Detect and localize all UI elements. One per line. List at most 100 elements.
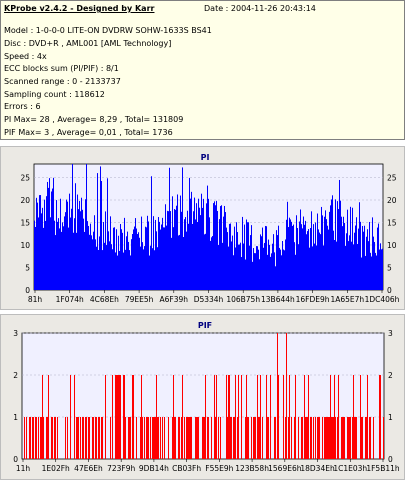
pif-bar xyxy=(237,417,238,459)
pif-bar xyxy=(226,375,227,459)
pif-bar xyxy=(33,417,34,459)
pi-bar xyxy=(251,225,252,290)
pi-bar xyxy=(279,247,280,290)
info-pif-stats: PIF Max= 3 , Average= 0,01 , Total= 1736 xyxy=(4,128,173,137)
pi-bar xyxy=(64,216,65,290)
pi-bar xyxy=(74,218,75,290)
pif-bar xyxy=(24,417,25,459)
pif-bar xyxy=(327,417,328,459)
pi-bar xyxy=(289,217,290,290)
pif-y-tick-label: 1 xyxy=(13,413,18,422)
pi-bar xyxy=(180,195,181,290)
pi-bar xyxy=(133,229,134,290)
pi-bar xyxy=(89,234,90,290)
pi-bar xyxy=(222,242,223,290)
pif-bar xyxy=(29,417,30,459)
pi-bar xyxy=(140,246,141,290)
pif-bar xyxy=(92,417,93,459)
pif-bar xyxy=(338,375,339,459)
pif-bar xyxy=(289,375,290,459)
pi-bar xyxy=(234,226,235,290)
pi-bar xyxy=(82,209,83,290)
pif-bar xyxy=(259,417,260,459)
pif-bar xyxy=(174,417,175,459)
pi-bar xyxy=(320,234,321,290)
pi-bar xyxy=(205,233,206,290)
pi-bar xyxy=(348,241,349,290)
pi-bar xyxy=(99,236,100,290)
pif-bar xyxy=(155,417,156,459)
pif-bar xyxy=(32,417,33,459)
pi-bar xyxy=(164,227,165,290)
pif-bar xyxy=(354,417,355,459)
pif-bar xyxy=(148,417,149,459)
pi-bar xyxy=(175,209,176,290)
pi-bar xyxy=(223,216,224,290)
pif-bar xyxy=(168,417,169,459)
pi-x-tick-label: 106B75h xyxy=(226,295,260,304)
pi-bar xyxy=(119,250,120,290)
pif-bar xyxy=(98,417,99,459)
pif-bar xyxy=(251,417,252,459)
pi-bar xyxy=(98,249,99,290)
pif-bar xyxy=(182,375,183,459)
pi-bar xyxy=(214,201,215,290)
pi-y-axis-right: 0 5 10 15 20 25 xyxy=(387,174,397,296)
pi-bar xyxy=(186,231,187,290)
pi-bar xyxy=(227,232,228,290)
pi-bar xyxy=(61,231,62,290)
pif-bar xyxy=(184,417,185,459)
pif-bar xyxy=(88,417,89,459)
pif-bar xyxy=(129,417,130,459)
pi-bar xyxy=(352,207,353,290)
pi-bar xyxy=(137,233,138,290)
pi-bar xyxy=(78,209,79,290)
pif-bar xyxy=(355,417,356,459)
pi-bar xyxy=(377,227,378,290)
pi-bar xyxy=(103,222,104,290)
pi-x-tick-label: 4C68Eh xyxy=(90,295,119,304)
pi-bar xyxy=(62,222,63,290)
pif-bar xyxy=(238,375,239,459)
pi-bar xyxy=(71,208,72,290)
pi-bar xyxy=(239,244,240,290)
pi-bar xyxy=(288,227,289,290)
pif-bar xyxy=(152,417,153,459)
pi-bar xyxy=(307,231,308,290)
pi-bar xyxy=(225,212,226,290)
pi-bar xyxy=(324,216,325,290)
pi-bar xyxy=(55,235,56,290)
pif-bar xyxy=(116,375,117,459)
pi-bar xyxy=(92,239,93,290)
pi-bar xyxy=(303,216,304,290)
pi-bar xyxy=(145,226,146,290)
pif-bar xyxy=(30,417,31,459)
pi-bar xyxy=(136,228,137,290)
pif-bar xyxy=(347,417,348,459)
pi-bar xyxy=(107,178,108,290)
pif-bar xyxy=(36,417,37,459)
pi-bar xyxy=(340,200,341,290)
pif-bar xyxy=(70,375,71,459)
pi-bar xyxy=(58,218,59,290)
pif-bar xyxy=(302,417,303,459)
pif-bar xyxy=(367,375,368,459)
pif-bar xyxy=(78,417,79,459)
pif-bar xyxy=(157,417,158,459)
pi-bar xyxy=(321,206,322,290)
pi-bar xyxy=(112,249,113,290)
pif-bar xyxy=(366,417,367,459)
pi-bar xyxy=(332,195,333,290)
pi-bar xyxy=(37,202,38,290)
pif-bar xyxy=(117,375,118,459)
pi-bar xyxy=(311,211,312,290)
pif-bar xyxy=(160,417,161,459)
pif-bar xyxy=(89,417,90,459)
pif-bar xyxy=(215,417,216,459)
pi-bar xyxy=(191,191,192,290)
pi-y-tick-label: 10 xyxy=(20,241,30,250)
pif-bar xyxy=(362,417,363,459)
pi-bar xyxy=(298,244,299,290)
pi-bar xyxy=(41,213,42,290)
pi-bar xyxy=(313,224,314,290)
